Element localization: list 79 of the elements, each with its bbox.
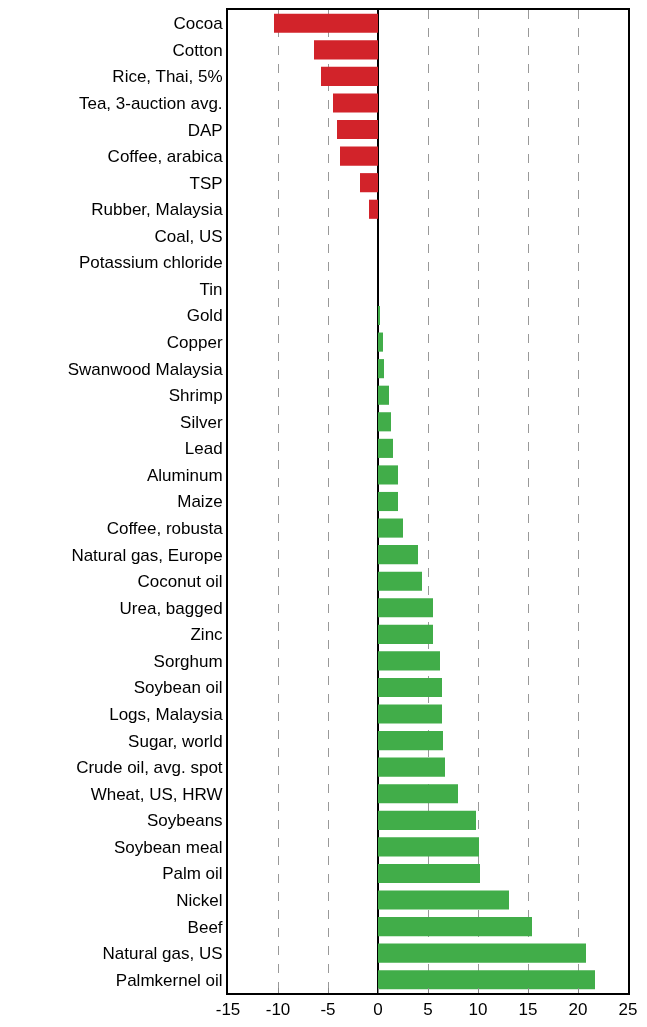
y-tick-label: Lead	[184, 439, 223, 459]
bar	[369, 199, 378, 219]
y-tick-label: Soybean oil	[133, 678, 223, 698]
bar	[274, 13, 378, 33]
y-tick-label: Shrimp	[168, 386, 223, 406]
bar	[340, 146, 378, 166]
y-tick-label: Palm oil	[162, 864, 223, 884]
bar	[378, 677, 442, 698]
y-tick-label: Sugar, world	[128, 731, 223, 751]
y-tick-label: Maize	[177, 492, 223, 512]
bar	[360, 173, 378, 193]
y-tick-label: Coal, US	[154, 226, 223, 246]
bar	[378, 598, 433, 618]
bar	[378, 837, 479, 857]
y-tick-label: Crude oil, avg. spot	[76, 758, 223, 778]
bar	[314, 40, 378, 60]
bar	[378, 731, 443, 751]
bar	[378, 491, 398, 512]
bar	[378, 518, 403, 538]
y-tick-label: Soybeans	[146, 811, 223, 831]
bar	[378, 385, 389, 405]
bar	[378, 438, 393, 458]
bar	[378, 917, 532, 937]
x-tick-label: -5	[320, 1000, 336, 1020]
y-tick-label: Coffee, arabica	[107, 147, 224, 167]
y-tick-label: Wheat, US, HRW	[90, 784, 223, 804]
y-tick-label: Tea, 3-auction avg.	[78, 93, 223, 113]
y-tick-label: TSP	[189, 173, 223, 193]
bar	[321, 66, 378, 86]
x-tick-label: 5	[423, 1000, 433, 1020]
y-tick-label: Palmkernel oil	[115, 970, 223, 990]
y-tick-label: Urea, bagged	[119, 598, 223, 618]
bar	[378, 704, 442, 724]
bar	[378, 890, 509, 910]
y-tick-label: Gold	[186, 306, 223, 326]
bar	[378, 571, 422, 591]
bar	[378, 757, 445, 777]
y-tick-label: Coconut oil	[137, 572, 223, 592]
x-tick-label: 25	[618, 1000, 638, 1020]
bar	[378, 465, 398, 485]
y-tick-label: Zinc	[190, 625, 224, 645]
y-tick-label: Logs, Malaysia	[109, 704, 224, 724]
bar	[378, 970, 595, 990]
y-tick-label: DAP	[187, 120, 223, 140]
x-tick-label: 15	[518, 1000, 538, 1020]
y-tick-label: Natural gas, US	[102, 944, 223, 964]
y-tick-label: Rubber, Malaysia	[91, 200, 224, 220]
y-tick-label: Coffee, robusta	[106, 519, 224, 539]
x-tick-label: -15	[215, 1000, 241, 1020]
y-tick-label: Copper	[166, 333, 223, 353]
bar	[378, 359, 384, 379]
x-tick-label: 20	[568, 1000, 588, 1020]
y-tick-label: Nickel	[176, 890, 223, 910]
bar	[378, 412, 391, 432]
x-tick-label: 10	[468, 1000, 488, 1020]
y-tick-label: Potassium chloride	[78, 253, 223, 273]
x-tick-label: -10	[265, 1000, 291, 1020]
y-tick-label: Cotton	[172, 40, 223, 60]
bar	[378, 651, 440, 671]
bar	[333, 93, 378, 113]
bar	[337, 119, 378, 140]
y-tick-label: Swanwood Malaysia	[67, 359, 224, 379]
y-tick-label: Silver	[180, 412, 223, 432]
y-tick-label: Sorghum	[153, 651, 223, 671]
bar	[378, 332, 383, 352]
y-tick-label: Rice, Thai, 5%	[112, 67, 223, 87]
y-tick-label: Aluminum	[147, 465, 223, 485]
bar	[378, 863, 480, 884]
y-tick-label: Natural gas, Europe	[71, 545, 223, 565]
bar	[378, 943, 586, 963]
bar	[378, 545, 418, 565]
y-tick-label: Tin	[199, 279, 223, 299]
bar	[378, 784, 458, 804]
y-tick-label: Beef	[187, 917, 223, 937]
bar	[378, 624, 433, 644]
bar	[378, 810, 476, 830]
x-tick-label: 0	[373, 1000, 383, 1020]
y-tick-label: Cocoa	[173, 14, 224, 34]
y-tick-label: Soybean meal	[113, 837, 223, 857]
